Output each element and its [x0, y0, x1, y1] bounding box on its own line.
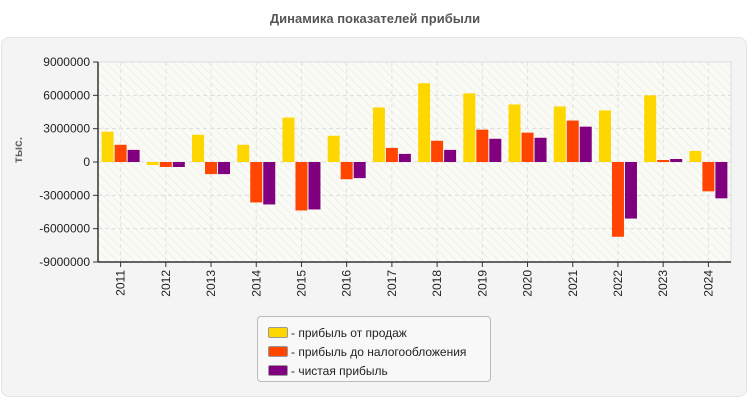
legend-item: - прибыль от продаж	[268, 323, 490, 342]
legend: - прибыль от продаж - прибыль до налогооб…	[257, 316, 491, 382]
bar-2023-series-0	[644, 95, 657, 162]
bar-2012-series-1	[159, 162, 172, 167]
x-tick-label: 2019	[475, 270, 489, 297]
bar-2024-series-1	[702, 162, 715, 192]
y-tick-label: 9000000	[43, 55, 90, 69]
bar-2011-series-1	[114, 144, 127, 162]
bar-2016-series-0	[327, 135, 340, 162]
bar-2017-series-2	[398, 153, 411, 162]
y-tick-label: -3000000	[39, 188, 90, 202]
bar-2017-series-0	[372, 107, 385, 162]
legend-swatch	[268, 327, 288, 338]
legend-item: - прибыль до налогообложения	[268, 342, 490, 361]
y-tick-label: -9000000	[39, 255, 90, 269]
x-tick-label: 2018	[430, 270, 444, 297]
bar-2016-series-2	[353, 162, 366, 179]
bar-2019-series-2	[489, 138, 502, 162]
y-tick-label: -6000000	[39, 222, 90, 236]
bar-2013-series-2	[218, 162, 231, 175]
legend-label: - чистая прибыль	[291, 363, 388, 378]
bar-2014-series-0	[237, 144, 250, 162]
bar-2018-series-2	[444, 149, 457, 162]
bar-2017-series-1	[385, 147, 398, 162]
bar-2021-series-1	[566, 120, 579, 162]
bar-2013-series-0	[192, 134, 205, 162]
y-tick-label: 0	[83, 155, 90, 169]
x-tick-label: 2013	[204, 270, 218, 297]
x-tick-label: 2017	[385, 270, 399, 297]
bar-2019-series-1	[476, 129, 489, 162]
bar-2020-series-1	[521, 132, 534, 162]
chart-title: Динамика показателей прибыли	[269, 11, 481, 26]
bar-2020-series-0	[508, 104, 521, 162]
x-tick-label: 2024	[701, 270, 715, 297]
x-tick-label: 2020	[521, 270, 535, 297]
bar-2012-series-2	[172, 162, 185, 167]
x-tick-label: 2022	[611, 270, 625, 297]
x-tick-label: 2016	[340, 270, 354, 297]
bar-2022-series-0	[598, 110, 611, 162]
x-tick-label: 2014	[249, 270, 263, 297]
y-tick-label: 3000000	[43, 122, 90, 136]
y-tick-label: 6000000	[43, 88, 90, 102]
bar-2018-series-1	[431, 140, 444, 162]
legend-label: - прибыль от продаж	[291, 325, 407, 340]
bar-2015-series-0	[282, 117, 295, 162]
x-tick-label: 2021	[566, 270, 580, 297]
bar-2022-series-1	[611, 162, 624, 237]
bar-2021-series-0	[553, 106, 566, 162]
bar-2023-series-1	[657, 160, 670, 162]
bar-2019-series-0	[463, 93, 476, 162]
x-tick-label: 2023	[656, 270, 670, 297]
bar-2024-series-2	[715, 162, 728, 199]
bar-2011-series-0	[101, 131, 114, 162]
y-axis-label: тыс.	[11, 137, 25, 163]
bar-2015-series-1	[295, 162, 308, 211]
bar-2020-series-2	[534, 137, 547, 162]
bar-2022-series-2	[624, 162, 637, 219]
bar-2024-series-0	[689, 150, 702, 162]
legend-label: - прибыль до налогообложения	[291, 344, 467, 359]
bar-2023-series-2	[670, 159, 683, 162]
bar-2013-series-1	[205, 162, 218, 175]
x-tick-label: 2015	[294, 270, 308, 297]
x-tick-label: 2012	[159, 270, 173, 297]
legend-swatch	[268, 365, 288, 376]
bar-2014-series-2	[263, 162, 276, 205]
bar-2015-series-2	[308, 162, 321, 210]
legend-swatch	[268, 346, 288, 357]
bar-2011-series-2	[127, 149, 140, 162]
bar-2014-series-1	[250, 162, 263, 203]
bar-2018-series-0	[418, 83, 431, 162]
legend-item: - чистая прибыль	[268, 361, 490, 380]
bar-2016-series-1	[340, 162, 353, 180]
x-tick-label: 2011	[114, 270, 128, 296]
bar-2012-series-0	[146, 162, 159, 165]
bar-2021-series-2	[579, 126, 592, 162]
